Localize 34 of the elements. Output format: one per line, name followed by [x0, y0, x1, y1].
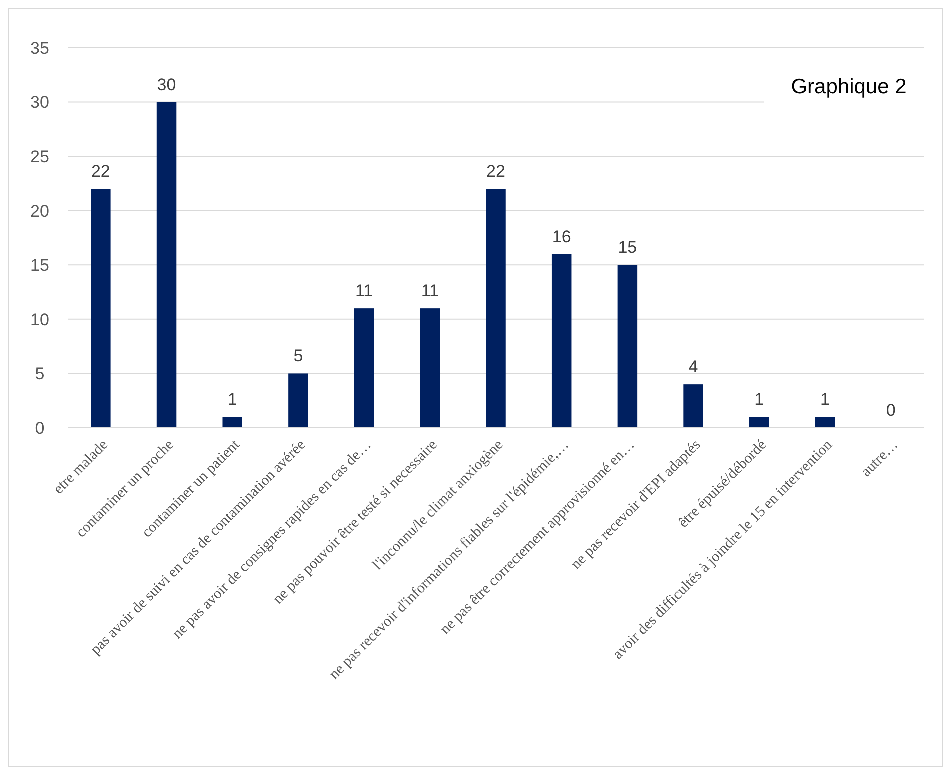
y-tick-label: 30 — [30, 93, 50, 112]
bar — [684, 384, 704, 428]
data-label: 0 — [886, 401, 896, 420]
data-label: 11 — [421, 282, 439, 301]
data-label: 5 — [294, 346, 304, 366]
y-tick-label: 15 — [30, 256, 50, 276]
data-label: 11 — [355, 282, 374, 301]
bar — [618, 265, 638, 428]
bar — [486, 189, 506, 428]
bar — [815, 417, 836, 428]
data-label: 1 — [228, 390, 238, 410]
data-label: 22 — [486, 162, 506, 182]
y-tick-label: 0 — [35, 418, 45, 438]
data-label: 30 — [157, 75, 176, 94]
bar — [354, 308, 374, 428]
data-label: 15 — [618, 238, 638, 258]
data-label: 22 — [91, 162, 110, 182]
data-label: 4 — [688, 358, 698, 377]
data-label: 1 — [820, 390, 830, 410]
bar — [156, 102, 177, 428]
bar — [750, 417, 770, 428]
data-label: 16 — [552, 227, 572, 246]
y-tick-label: 20 — [30, 202, 50, 221]
y-tick-label: 25 — [30, 148, 50, 167]
bar — [91, 189, 111, 428]
bar — [222, 417, 242, 428]
bar — [420, 308, 440, 428]
bar — [552, 254, 572, 428]
text: Graphique 2 — [791, 75, 907, 98]
y-tick-label: 5 — [35, 364, 45, 384]
y-tick-label: 35 — [30, 38, 50, 58]
y-tick-label: 10 — [30, 310, 50, 330]
data-label: 1 — [754, 390, 764, 410]
bar — [288, 374, 308, 428]
